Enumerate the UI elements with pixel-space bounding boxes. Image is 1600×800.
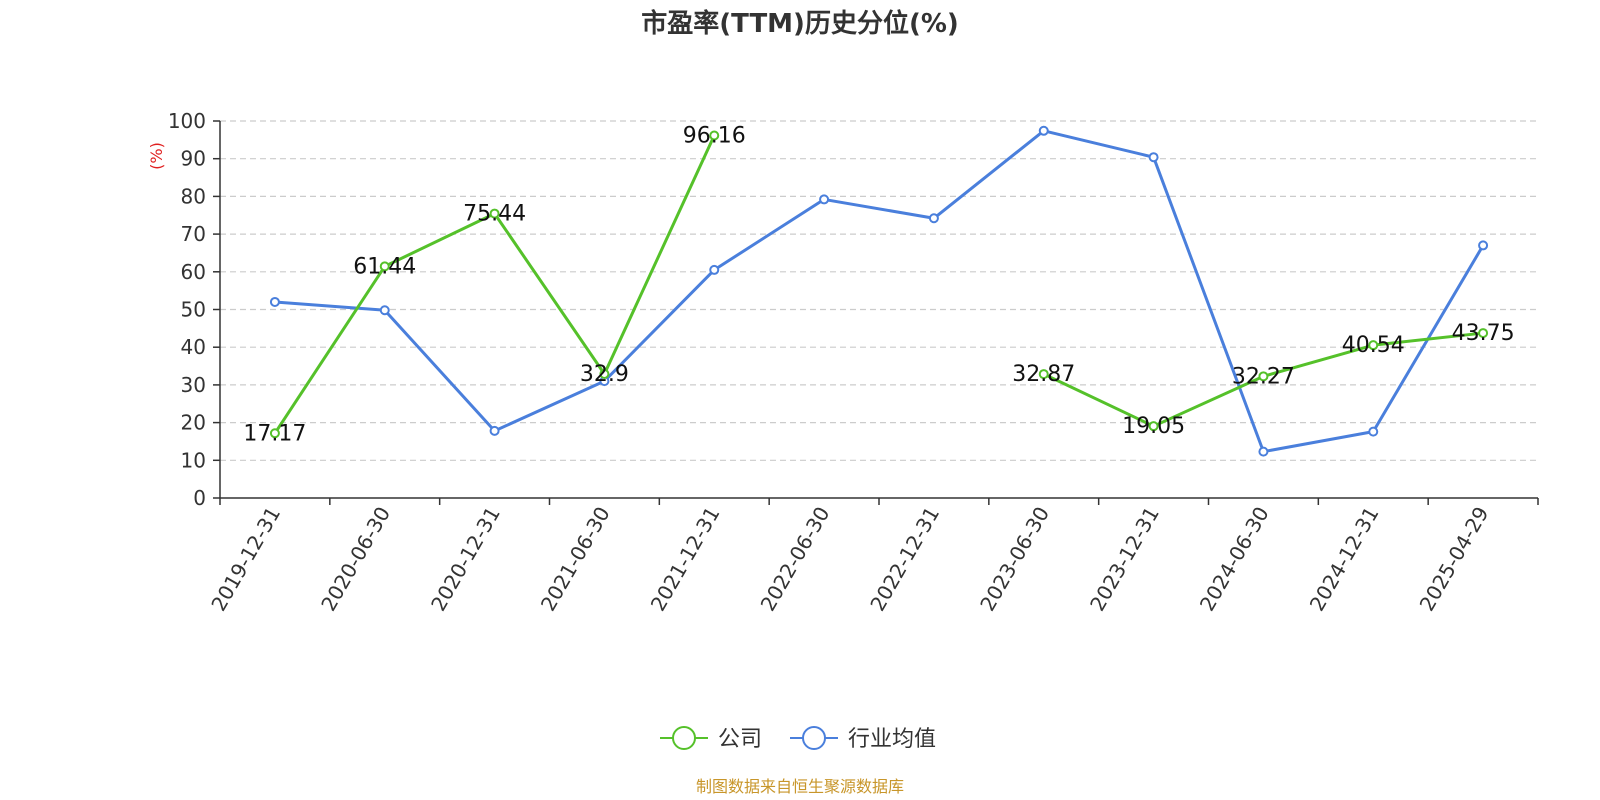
series-line-industry-average <box>274 129 1485 454</box>
x-tick-label: 2021-06-30 <box>536 503 615 616</box>
data-label-company: 32.27 <box>1232 364 1295 389</box>
y-tick-label: 60 <box>181 260 206 284</box>
x-tick-label: 2024-06-30 <box>1195 503 1274 616</box>
y-tick-label: 70 <box>181 222 206 246</box>
x-tick-label: 2024-12-31 <box>1305 503 1384 616</box>
data-label-company: 17.17 <box>243 421 306 446</box>
data-point-company <box>489 208 500 219</box>
data-label-company: 32.9 <box>580 362 629 387</box>
data-point-industry-average <box>489 425 500 436</box>
data-point-company <box>1148 421 1159 432</box>
legend-item-company[interactable]: 公司 <box>660 726 762 752</box>
data-label-company: 75.44 <box>463 202 526 227</box>
y-tick-label: 50 <box>181 298 206 322</box>
data-label-company: 96.16 <box>683 123 746 148</box>
y-tick-label: 30 <box>181 373 206 397</box>
data-point-industry-average <box>1258 446 1269 457</box>
data-point-industry-average <box>709 264 720 275</box>
data-point-company <box>709 130 720 141</box>
data-point-company <box>1258 371 1269 382</box>
data-source-note: 制图数据来自恒生聚源数据库 <box>696 777 904 796</box>
data-point-company <box>599 368 610 379</box>
legend[interactable]: 公司 行业均值 <box>660 726 936 752</box>
y-tick-label: 10 <box>181 448 206 472</box>
data-label-company: 32.87 <box>1012 362 1075 387</box>
grid-lines <box>220 120 1538 461</box>
y-tick-label: 40 <box>181 335 206 359</box>
y-tick-label: 80 <box>181 184 206 208</box>
data-point-company <box>269 428 280 439</box>
data-point-company <box>1038 369 1049 380</box>
legend-item-industry-average[interactable]: 行业均值 <box>790 726 936 752</box>
y-tick-label: 20 <box>181 411 206 435</box>
x-tick-label: 2022-12-31 <box>865 503 944 616</box>
data-labels: 17.17 61.44 75.44 32.9 96.16 32.87 19.05 32.27 4… <box>243 123 1514 446</box>
data-label-company: 19.05 <box>1122 414 1185 439</box>
axes: 0 10 20 30 40 50 60 70 80 90 100 2019-12-31 2020-06-… <box>168 109 1539 616</box>
legend-industry-label: 行业均值 <box>848 727 936 752</box>
data-point-company <box>1478 328 1489 339</box>
y-tick-label: 0 <box>193 486 206 510</box>
data-label-company: 43.75 <box>1452 321 1515 346</box>
series-lines <box>269 125 1489 457</box>
data-point-industry-average <box>379 305 390 316</box>
data-point-industry-average <box>928 213 939 224</box>
y-tick-label: 100 <box>168 109 206 133</box>
series-line-company <box>273 134 716 435</box>
data-point-industry-average <box>1478 240 1489 251</box>
data-point-industry-average <box>1148 152 1159 163</box>
y-axis-unit-label: (%) <box>147 142 166 170</box>
data-label-company: 61.44 <box>353 254 416 279</box>
legend-company-label: 公司 <box>718 727 762 752</box>
data-point-industry-average <box>819 194 830 205</box>
x-tick-label: 2019-12-31 <box>206 503 285 616</box>
x-tick-label: 2020-12-31 <box>426 503 505 616</box>
legend-company-marker <box>672 726 696 750</box>
x-tick-label: 2021-12-31 <box>646 503 725 616</box>
chart-title: 市盈率(TTM)历史分位(%) <box>641 8 959 39</box>
x-tick-label: 2023-06-30 <box>975 503 1054 616</box>
data-point-industry-average <box>1038 125 1049 136</box>
x-tick-label: 2020-06-30 <box>316 503 395 616</box>
data-point-industry-average <box>1368 426 1379 437</box>
data-label-company: 40.54 <box>1342 333 1405 358</box>
data-point-company <box>1368 340 1379 351</box>
y-tick-label: 90 <box>181 147 206 171</box>
data-point-company <box>379 261 390 272</box>
legend-industry-marker <box>802 726 826 750</box>
x-tick-label: 2022-06-30 <box>756 503 835 616</box>
x-tick-label: 2025-04-29 <box>1415 503 1494 616</box>
data-point-industry-average <box>269 296 280 307</box>
x-tick-label: 2023-12-31 <box>1085 503 1164 616</box>
